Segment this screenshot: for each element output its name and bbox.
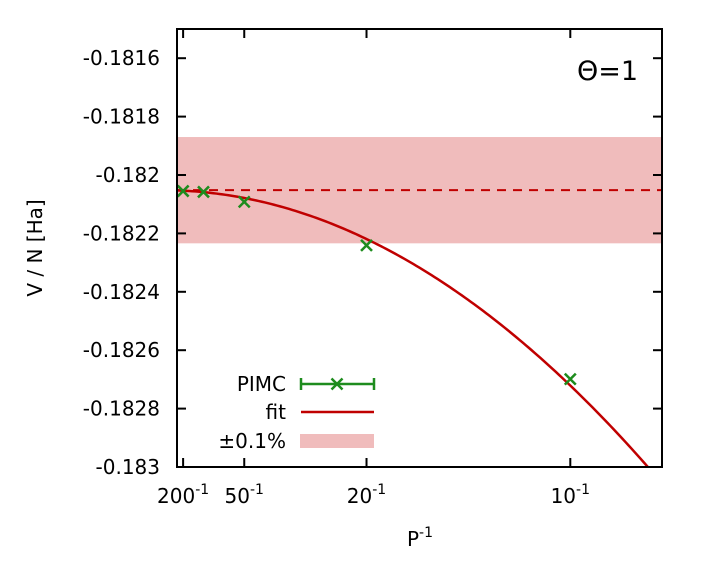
data-point-stroke: [177, 184, 190, 198]
y-tick-label: -0.1816: [83, 46, 160, 70]
data-point-stroke: [237, 195, 251, 209]
data-point-stroke: [360, 238, 373, 252]
legend-label: fit: [266, 400, 287, 424]
x-tick-label: 50-1: [225, 482, 264, 508]
data-point: [237, 195, 251, 209]
legend-swatch-band: [300, 434, 374, 448]
x-axis-title-exp: -1: [419, 525, 433, 541]
legend-swatch-marker: [330, 377, 344, 391]
legend-label: ±0.1%: [218, 429, 286, 453]
x-axis-title-base: P: [407, 527, 419, 551]
y-tick-label: -0.1828: [83, 397, 160, 421]
data-point-stroke: [563, 372, 577, 386]
plot-frame: [176, 28, 663, 468]
fit-curve: [177, 189, 650, 467]
x-tick-label: 20-1: [347, 482, 386, 508]
y-tick-label: -0.1826: [83, 338, 160, 362]
x-tick-label: 10-1: [551, 482, 590, 508]
y-tick-label: -0.1824: [83, 280, 160, 304]
y-axis-title: V / N [Ha]: [23, 199, 47, 296]
x-tick-label-base: 10: [551, 484, 576, 508]
data-point: [360, 238, 373, 252]
legend: PIMC fit ±0.1%: [218, 372, 376, 453]
y-tick-label: -0.182: [96, 163, 160, 187]
x-tick-label-exp: -1: [250, 482, 264, 498]
y-tick-label: -0.1822: [83, 221, 160, 245]
annotation-theta: Θ=1: [577, 56, 638, 87]
x-tick-label-base: 20: [347, 484, 372, 508]
data-point-stroke: [197, 185, 210, 199]
x-tick-label-exp: -1: [576, 482, 590, 498]
x-tick-label-exp: -1: [372, 482, 386, 498]
x-tick-label: 200-1: [157, 482, 209, 508]
data-point: [563, 372, 577, 386]
x-tick-label-exp: -1: [195, 482, 209, 498]
x-axis-title: P-1: [407, 525, 433, 551]
data-point: [197, 185, 210, 199]
legend-label: PIMC: [237, 372, 286, 396]
x-tick-label-base: 200: [157, 484, 195, 508]
x-tick-label-base: 50: [225, 484, 250, 508]
y-tick-label: -0.183: [96, 455, 160, 479]
y-tick-label: -0.1818: [83, 105, 160, 129]
data-point: [177, 184, 190, 198]
